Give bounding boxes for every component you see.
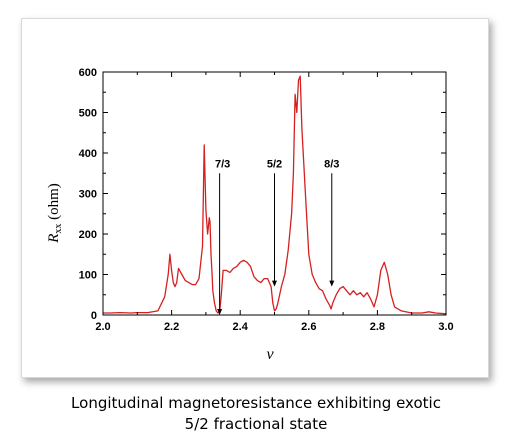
y-axis-label-subscript: xx — [53, 224, 64, 234]
y-tick-label: 400 — [79, 148, 97, 160]
annotation-arrow-head — [329, 280, 335, 287]
magnetoresistance-chart: Rxx (ohm) ν 2.0 2.2 2.4 2.6 2.8 3.0 0 100 200 300… — [46, 67, 454, 363]
x-tick-label: 2.8 — [370, 321, 385, 333]
y-tick-label: 0 — [91, 310, 97, 322]
y-axis-label-unit: (ohm) — [46, 183, 62, 223]
y-tick-label: 100 — [79, 270, 97, 282]
annotation-label: 8/3 — [324, 158, 339, 170]
plot-area: 2.0 2.2 2.4 2.6 2.8 3.0 0 100 200 300 400 500 600 7/3… — [79, 67, 454, 333]
annotation-label: 7/3 — [215, 158, 230, 170]
y-axis-label: Rxx (ohm) — [46, 183, 64, 244]
annotation-arrow-head — [217, 309, 223, 315]
x-tick-label: 3.0 — [438, 321, 453, 333]
y-tick-label: 500 — [79, 108, 97, 120]
figure-caption: Longitudinal magnetoresistance exhibitin… — [0, 393, 512, 435]
y-tick-label: 200 — [79, 229, 97, 241]
x-tick-label: 2.2 — [164, 321, 179, 333]
annotation-arrow-head — [272, 280, 277, 287]
y-tick-label: 600 — [79, 67, 97, 79]
x-tick-label: 2.0 — [95, 321, 110, 333]
caption-line-2: 5/2 fractional state — [184, 415, 328, 433]
y-tick-label: 300 — [79, 189, 97, 201]
series-line-rxx — [103, 75, 447, 315]
caption-line-1: Longitudinal magnetoresistance exhibitin… — [71, 394, 441, 412]
x-tick-label: 2.4 — [233, 321, 249, 333]
x-axis-label: ν — [266, 346, 274, 363]
annotation-label: 5/2 — [267, 158, 282, 170]
y-axis-label-symbol: R — [46, 234, 62, 244]
figure-frame: Rxx (ohm) ν 2.0 2.2 2.4 2.6 2.8 3.0 0 100 200 300… — [21, 18, 489, 378]
x-tick-label: 2.6 — [301, 321, 316, 333]
svg-text:Rxx (ohm): Rxx (ohm) — [46, 183, 64, 244]
